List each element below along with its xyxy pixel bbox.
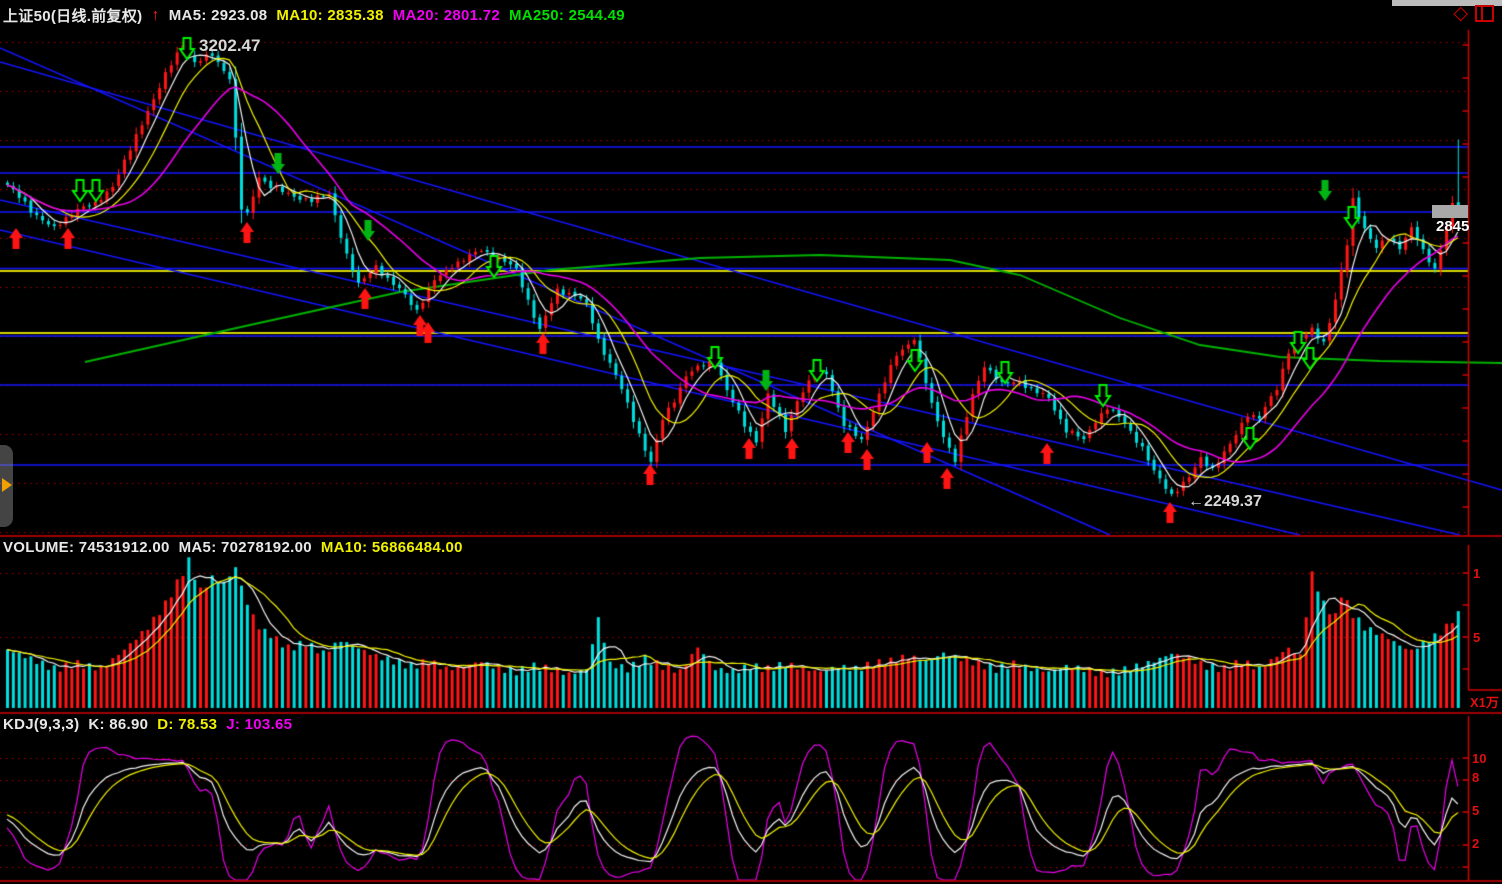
- volume-unit-label: X1万: [1470, 695, 1499, 710]
- symbol-title[interactable]: 上证50(日线.前复权): [3, 8, 143, 25]
- titlebar-fragment: [1392, 0, 1502, 6]
- high-price-label: 3202.47: [199, 36, 261, 55]
- kdj-j-value: J: 103.65: [226, 716, 293, 733]
- main-chart-header: 上证50(日线.前复权) ↑ MA5: 2923.08 MA10: 2835.3…: [3, 5, 625, 26]
- up-arrow-icon: ↑: [151, 6, 160, 24]
- ma10-value: MA10: 2835.38: [276, 7, 384, 24]
- volume-value: VOLUME: 74531912.00: [3, 539, 170, 556]
- current-price-tag: [1432, 205, 1468, 218]
- kdj-name[interactable]: KDJ(9,3,3): [3, 716, 80, 733]
- kdj-d-value: D: 78.53: [157, 716, 218, 733]
- kdj-axis-label-50: 5: [1472, 803, 1480, 818]
- kdj-axis-label-100: 10: [1472, 751, 1487, 766]
- kdj-pane-header: KDJ(9,3,3) K: 86.90 D: 78.53 J: 103.65: [3, 716, 292, 733]
- volume-ma5-value: MA5: 70278192.00: [178, 539, 312, 556]
- ma20-value: MA20: 2801.72: [392, 7, 501, 24]
- corner-toolbar: ◇: [1453, 4, 1494, 23]
- expand-arrow-icon: [2, 478, 12, 492]
- volume-pane-header: VOLUME: 74531912.00 MA5: 70278192.00 MA1…: [3, 539, 463, 556]
- kdj-axis-label-20: 2: [1472, 836, 1480, 851]
- volume-ma10-value: MA10: 56866484.00: [320, 539, 463, 556]
- current-price-value: 2845: [1436, 218, 1470, 235]
- ma5-value: MA5: 2923.08: [168, 7, 268, 24]
- kdj-k-value: K: 86.90: [88, 716, 149, 733]
- kdj-axis-label-80: 8: [1472, 770, 1480, 785]
- vol-axis-label-50m: 5: [1473, 630, 1481, 645]
- vol-axis-label-100m: 1: [1473, 566, 1481, 581]
- sidebar-expand-handle[interactable]: [0, 445, 13, 527]
- split-window-icon[interactable]: [1475, 5, 1494, 22]
- diamond-marker-icon[interactable]: ◇: [1453, 3, 1468, 24]
- ma250-value: MA250: 2544.49: [509, 7, 625, 24]
- low-price-label: ←2249.37: [1188, 493, 1262, 510]
